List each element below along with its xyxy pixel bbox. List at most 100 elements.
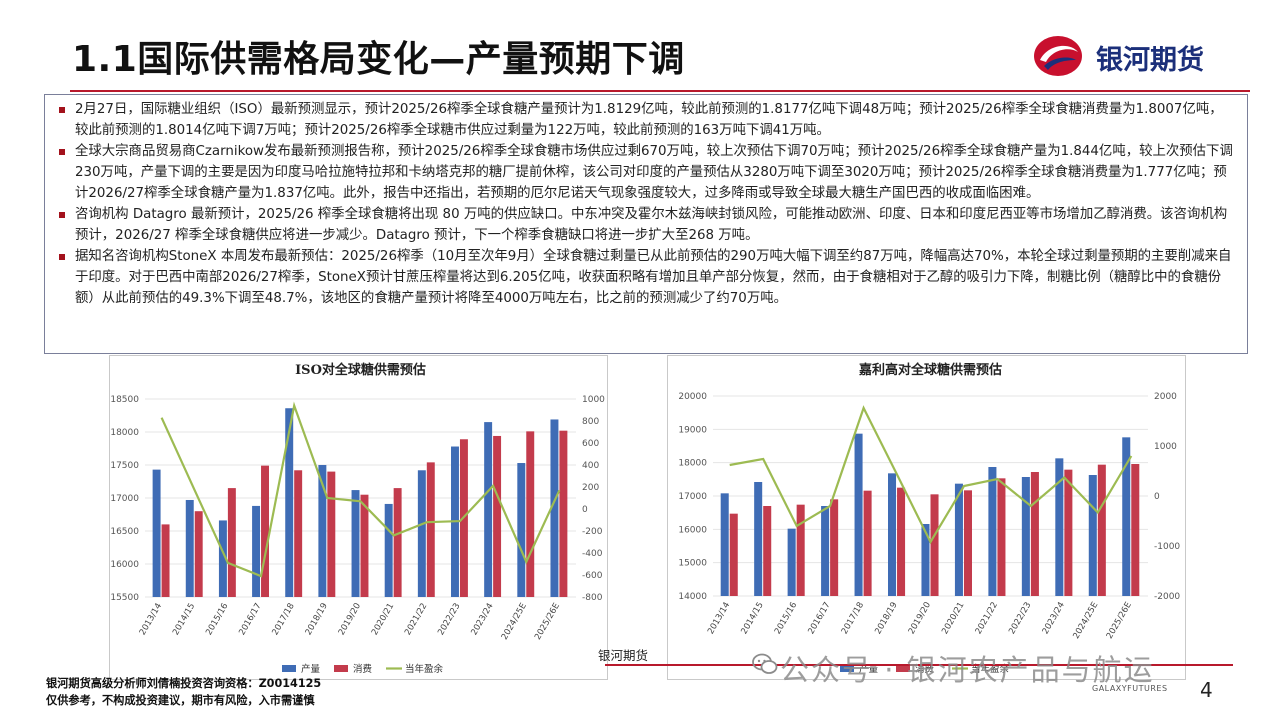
y2-tick-label: 0 <box>582 505 588 515</box>
y2-tick-label: 0 <box>1154 492 1160 502</box>
x-tick-label: 2021/22 <box>974 601 1000 637</box>
bullet-text: 全球大宗商品贸易商Czarnikow发布最新预测报告称，预计2025/26榨季全… <box>75 144 1233 201</box>
legend-swatch <box>840 665 854 672</box>
page-number: 4 <box>1200 678 1213 702</box>
y2-tick-label: 2000 <box>1154 392 1177 402</box>
x-tick-label: 2021/22 <box>403 602 429 638</box>
x-tick-label: 2017/18 <box>840 601 866 637</box>
bar-consumption <box>830 499 839 596</box>
y-tick-label: 17000 <box>678 492 707 502</box>
bar-production <box>550 419 559 597</box>
y-tick-label: 18500 <box>110 395 139 405</box>
legend-label: 产量 <box>859 663 879 675</box>
bar-production <box>285 408 294 597</box>
bar-consumption <box>1097 464 1106 596</box>
bar-production <box>351 490 360 597</box>
x-tick-label: 2016/17 <box>806 601 832 637</box>
x-tick-label: 2023/24 <box>1041 601 1067 637</box>
x-tick-label: 2020/21 <box>940 601 966 637</box>
bar-consumption <box>930 494 939 596</box>
overlay-company-text: 银河期货 <box>598 648 649 663</box>
y-tick-label: 14000 <box>678 592 707 602</box>
legend-label: 当年盈余 <box>971 663 1010 675</box>
y-tick-label: 16000 <box>678 525 707 535</box>
logo-text: 银河期货 <box>1096 45 1204 76</box>
summary-textbox: 2月27日，国际糖业组织（ISO）最新预测显示，预计2025/26榨季全球食糖产… <box>44 94 1248 354</box>
bullet-square-icon <box>59 254 65 260</box>
y2-tick-label: -400 <box>582 549 603 559</box>
x-tick-label: 2024/25E <box>1071 601 1100 641</box>
bar-production <box>384 503 393 597</box>
bar-consumption <box>493 435 502 597</box>
bar-production <box>720 493 729 596</box>
x-tick-label: 2025/26E <box>1105 601 1134 641</box>
y2-tick-label: 600 <box>582 439 599 449</box>
footer-divider <box>605 664 1233 666</box>
chart-title: ISO对全球糖供需预估 <box>295 362 426 378</box>
czarnikow-chart: 嘉利高对全球糖供需预估 14000 15000 16000 17000 18000 1900… <box>667 355 1186 680</box>
legend-swatch <box>282 665 296 672</box>
y2-tick-label: -600 <box>582 571 603 581</box>
bar-consumption <box>526 431 535 597</box>
bar-production <box>888 473 897 596</box>
x-tick-label: 2022/23 <box>436 602 462 638</box>
bar-production <box>1088 475 1097 596</box>
legend-label: 消费 <box>353 663 372 675</box>
chart-title: 嘉利高对全球糖供需预估 <box>858 362 1002 378</box>
x-tick-label: 2014/15 <box>739 601 765 637</box>
bar-consumption <box>796 504 805 596</box>
bar-consumption <box>194 511 203 597</box>
x-tick-label: 2013/14 <box>138 602 164 638</box>
bar-consumption <box>997 478 1006 596</box>
x-tick-label: 2024/25E <box>500 602 529 642</box>
iso-chart: ISO对全球糖供需预估 15500 16000 16500 17000 17500 1800… <box>109 355 608 680</box>
bar-production <box>821 506 830 596</box>
x-tick-label: 2015/16 <box>204 602 230 638</box>
watermark-text: 公众号 · 银河农产品与航运 <box>780 653 1155 687</box>
bar-consumption <box>1064 469 1073 596</box>
bar-production <box>152 469 161 597</box>
x-tick-label: 2015/16 <box>773 601 799 637</box>
bar-consumption <box>1030 472 1039 596</box>
bullet-datagro: 咨询机构 Datagro 最新预计，2025/26 榨季全球食糖将出现 80 万… <box>59 204 1233 246</box>
bar-production <box>754 482 763 596</box>
bar-production <box>517 463 526 597</box>
czarnikow-chart-svg: 嘉利高对全球糖供需预估 14000 15000 16000 17000 18000 1900… <box>678 362 1180 675</box>
footer-risk-line: 仅供参考，不构成投资建议，期市有风险，入市需谨慎 <box>46 694 315 707</box>
y2-tick-label: -800 <box>582 593 603 603</box>
bar-consumption <box>261 465 269 597</box>
y-tick-label: 18000 <box>678 459 707 469</box>
bullet-square-icon <box>59 107 65 113</box>
y-tick-label: 16000 <box>110 560 139 570</box>
bar-consumption <box>426 462 435 597</box>
x-tick-label: 2014/15 <box>171 602 197 638</box>
x-tick-label: 2022/23 <box>1007 601 1033 637</box>
bullet-iso: 2月27日，国际糖业组织（ISO）最新预测显示，预计2025/26榨季全球食糖产… <box>59 99 1233 141</box>
x-tick-label: 2019/20 <box>907 601 933 637</box>
x-tick-label: 2020/21 <box>370 602 396 638</box>
bar-production <box>921 524 930 596</box>
x-tick-label: 2017/18 <box>270 602 296 638</box>
surplus-line <box>160 401 561 578</box>
bullet-stonex: 据知名咨询机构StoneX 本周发布最新预估：2025/26榨季（10月至次年9… <box>59 246 1233 309</box>
bullet-text: 2月27日，国际糖业组织（ISO）最新预测显示，预计2025/26榨季全球食糖产… <box>75 102 1223 138</box>
y2-tick-label: 800 <box>582 417 599 427</box>
title-divider <box>70 90 1250 92</box>
y-tick-label: 17500 <box>110 461 139 471</box>
galaxy-futures-label: GALAXYFUTURES <box>1092 684 1168 693</box>
bar-consumption <box>294 470 303 597</box>
bar-production <box>185 499 194 597</box>
bar-consumption <box>763 506 772 596</box>
bar-production <box>988 467 997 596</box>
bar-consumption <box>559 430 568 597</box>
y-tick-label: 18000 <box>110 428 139 438</box>
x-tick-label: 2016/17 <box>237 602 263 638</box>
legend-swatch <box>334 665 348 672</box>
bar-consumption <box>360 494 369 597</box>
bar-production <box>954 483 963 596</box>
bullet-text: 咨询机构 Datagro 最新预计，2025/26 榨季全球食糖将出现 80 万… <box>75 207 1228 243</box>
x-tick-label: 2025/26E <box>533 602 562 642</box>
x-tick-label: 2018/19 <box>873 601 899 637</box>
y-tick-label: 17000 <box>110 494 139 504</box>
bullet-square-icon <box>59 149 65 155</box>
